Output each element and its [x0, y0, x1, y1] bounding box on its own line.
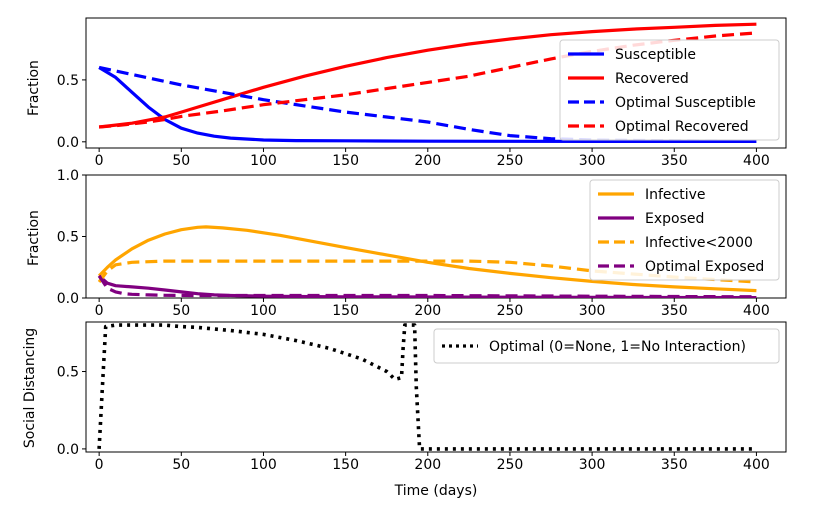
- legend-label: Optimal Recovered: [615, 119, 749, 135]
- panel-1-ylabel: Fraction: [26, 60, 42, 116]
- panel-2: 0 50 100 150 200 250 300 350 400 0.0 0.5 1.0 Fracti…: [26, 168, 787, 319]
- panel-1-xtick-label: 100: [250, 153, 277, 169]
- panel-2-ytick-label: 0.5: [57, 230, 79, 246]
- panel-1-ytick-label: 0.5: [57, 73, 79, 89]
- panel-3-axes: 0 50 100 150 200 250 300 350 400 0.0 0.5: [57, 365, 770, 473]
- panel-1-xtick-label: 0: [95, 153, 104, 169]
- panel-2-xtick-label: 50: [172, 303, 190, 319]
- panel-2-lines: [97, 225, 757, 298]
- legend-label: Recovered: [615, 71, 689, 87]
- panel-2-ylabel: Fraction: [26, 210, 42, 266]
- panel-1-axes: 0 50 100 150 200 250 300 350 400 0.0 0.5: [57, 73, 770, 169]
- panel-2-xtick-label: 350: [661, 303, 688, 319]
- panel-1-xtick-label: 400: [743, 153, 770, 169]
- panel-2-legend-box: [589, 179, 780, 281]
- panel-1-xtick-label: 50: [172, 153, 190, 169]
- panel-1-xtick-label: 150: [332, 153, 359, 169]
- panel-1-xtick-label: 350: [661, 153, 688, 169]
- panel-1-xtick-label: 250: [497, 153, 524, 169]
- legend-label: Infective<2000: [645, 235, 753, 251]
- panel-3-lines: [97, 323, 757, 451]
- panel-3-xtick-label: 50: [172, 457, 190, 473]
- panel-3-xtick-label: 350: [661, 457, 688, 473]
- panel-2-axes: 0 50 100 150 200 250 300 350 400 0.0 0.5 1.0: [57, 168, 770, 319]
- series-line-optimal-susceptible: [98, 65, 757, 143]
- legend-label: Optimal Susceptible: [615, 95, 756, 111]
- panel-2-xtick-label: 300: [579, 303, 606, 319]
- legend-label: Susceptible: [615, 47, 696, 63]
- panel-3-xtick-label: 150: [332, 457, 359, 473]
- panel-3-xlabel: Time (days): [394, 483, 478, 499]
- panel-2-legend: Infective Exposed Infective<2000 Optimal Ex…: [589, 179, 780, 281]
- panel-3-xtick-label: 250: [497, 457, 524, 473]
- panel-3-xtick-label: 200: [414, 457, 441, 473]
- panel-2-ytick-label: 0.0: [57, 291, 79, 307]
- panel-2-xtick-label: 100: [250, 303, 277, 319]
- panel-1-legend: Susceptible Recovered Optimal Susceptible O…: [559, 39, 780, 141]
- panel-3-xtick-label: 0: [95, 457, 104, 473]
- panel-2-xtick-label: 0: [95, 303, 104, 319]
- panel-3-xtick-label: 400: [743, 457, 770, 473]
- legend-label: Infective: [645, 187, 706, 203]
- series-line-susceptible: [98, 66, 757, 143]
- panel-3-ylabel: Social Distancing: [22, 328, 38, 448]
- legend-label: Optimal (0=None, 1=No Interaction): [489, 339, 746, 355]
- panel-1-xtick-label: 200: [414, 153, 441, 169]
- legend-label: Optimal Exposed: [645, 259, 764, 275]
- panel-3-ytick-label: 0.5: [57, 365, 79, 381]
- panel-3-ytick-label: 0.0: [57, 442, 79, 458]
- series-line-infective: [97, 225, 757, 293]
- panel-3-legend: Optimal (0=None, 1=No Interaction): [433, 328, 780, 364]
- series-line-optimal-0-none-1-no-interaction: [97, 323, 757, 451]
- panel-1-legend-box: [559, 39, 780, 141]
- panel-2-xtick-label: 200: [414, 303, 441, 319]
- series-line-infective-2000: [97, 259, 757, 284]
- panel-2-xtick-label: 150: [332, 303, 359, 319]
- panel-3-xtick-label: 100: [250, 457, 277, 473]
- series-line-optimal-exposed: [97, 275, 757, 298]
- series-line-recovered: [98, 22, 757, 129]
- panel-1-ytick-label: 0.0: [57, 135, 79, 151]
- panel-2-ytick-label: 1.0: [57, 168, 79, 184]
- panel-3-xtick-label: 300: [579, 457, 606, 473]
- panel-1-xtick-label: 300: [579, 153, 606, 169]
- panel-2-xtick-label: 400: [743, 303, 770, 319]
- panel-3-legend-box: [433, 328, 780, 364]
- panel-3: 0 50 100 150 200 250 300 350 400 0.0 0.5 Social Di…: [22, 321, 787, 499]
- panel-2-xtick-label: 250: [497, 303, 524, 319]
- legend-label: Exposed: [645, 211, 704, 227]
